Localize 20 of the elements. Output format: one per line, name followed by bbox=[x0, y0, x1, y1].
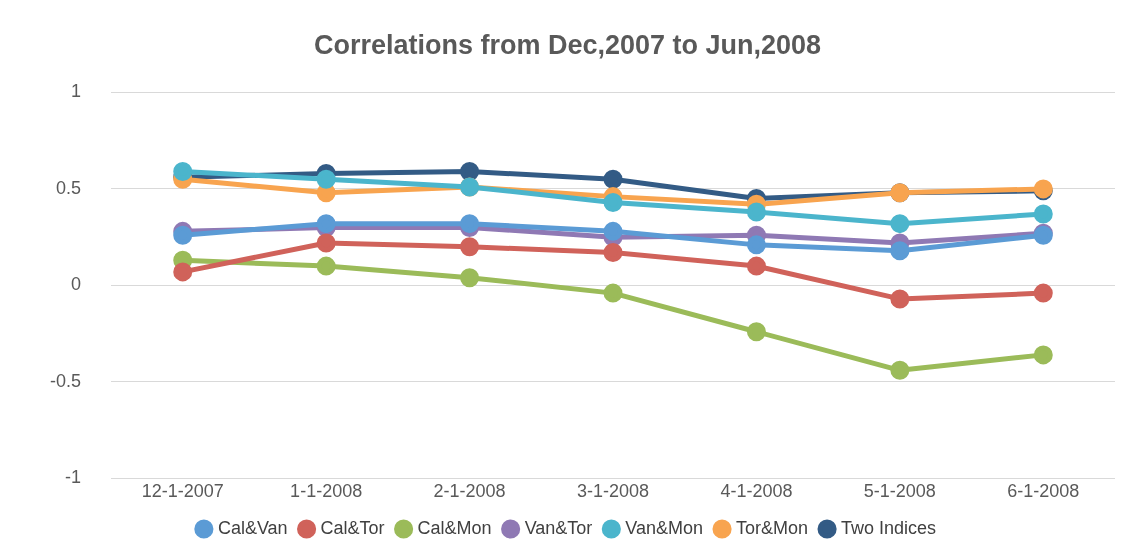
legend-label: Cal&Tor bbox=[320, 517, 385, 538]
y-tick-label: 1 bbox=[71, 81, 82, 102]
x-tick-label: 6-1-2008 bbox=[1007, 481, 1080, 502]
legend-label: Van&Tor bbox=[524, 517, 593, 538]
y-tick-label: -1 bbox=[65, 467, 82, 488]
y-tick-label: -0.5 bbox=[49, 370, 82, 391]
legend-label: Two Indices bbox=[841, 517, 937, 538]
x-tick-label: 2-1-2008 bbox=[433, 481, 506, 502]
chart-title: Correlations from Dec,2007 to Jun,2008 bbox=[313, 29, 822, 60]
x-tick-label: 3-1-2008 bbox=[576, 481, 650, 502]
legend-label: Cal&Mon bbox=[417, 517, 492, 538]
x-tick-label: 4-1-2008 bbox=[720, 481, 793, 502]
x-tick-label: 1-1-2008 bbox=[290, 481, 363, 502]
y-tick-label: 0.5 bbox=[55, 177, 82, 198]
legend-label: Tor&Mon bbox=[736, 517, 809, 538]
y-tick-label: 0 bbox=[71, 274, 82, 295]
x-tick-label: 5-1-2008 bbox=[863, 481, 936, 502]
legend-label: Van&Mon bbox=[625, 517, 704, 538]
legend-label: Cal&Van bbox=[217, 517, 288, 538]
x-tick-label: 12-1-2007 bbox=[141, 481, 224, 502]
